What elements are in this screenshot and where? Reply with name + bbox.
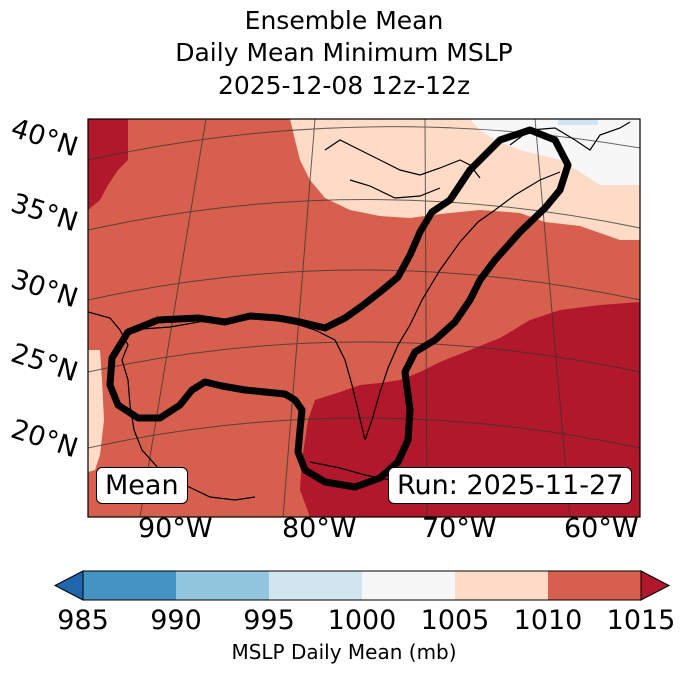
pressure-field-high-west <box>88 119 128 210</box>
colorbar-extend-high <box>640 570 671 601</box>
title-line-2: Daily Mean Minimum MSLP <box>175 38 513 67</box>
colorbar-tick-label: 1005 <box>420 605 490 636</box>
colorbar-tick-label: 990 <box>150 605 202 636</box>
pressure-field-high-southeast <box>300 302 640 517</box>
lon-label-80w: 80°W <box>282 513 357 544</box>
graticule <box>88 119 640 517</box>
lon-label-90w: 90°W <box>138 513 213 544</box>
colorbar-segment <box>362 571 456 600</box>
mean-label-box: Mean <box>96 467 188 504</box>
colorbar-segment <box>548 571 642 600</box>
colorbar-segment <box>455 571 549 600</box>
colorbar-tick-label: 1000 <box>327 605 397 636</box>
pressure-field-low-north <box>558 119 598 125</box>
colorbar-segment <box>176 571 270 600</box>
colorbar-segment <box>83 571 177 600</box>
title-line-3: 2025-12-08 12z-12z <box>217 71 471 100</box>
pressure-field-light-west <box>88 350 104 472</box>
title-line-1: Ensemble Mean <box>244 6 444 35</box>
lon-label-60w: 60°W <box>564 513 639 544</box>
colorbar-tick-label: 995 <box>243 605 295 636</box>
map-frame <box>87 118 641 518</box>
colorbar-frame <box>82 570 642 601</box>
colorbar-label: MSLP Daily Mean (mb) <box>231 640 457 664</box>
colorbar-tick-label: 1010 <box>513 605 583 636</box>
colorbar-extend-low <box>53 570 84 601</box>
colorbar-tick-label: 1015 <box>606 605 676 636</box>
run-label-box: Run: 2025-11-27 <box>388 467 633 504</box>
lon-label-70w: 70°W <box>422 513 497 544</box>
pressure-contour <box>106 126 572 491</box>
colorbar-segment <box>269 571 363 600</box>
colorbar-tick-label: 985 <box>57 605 109 636</box>
